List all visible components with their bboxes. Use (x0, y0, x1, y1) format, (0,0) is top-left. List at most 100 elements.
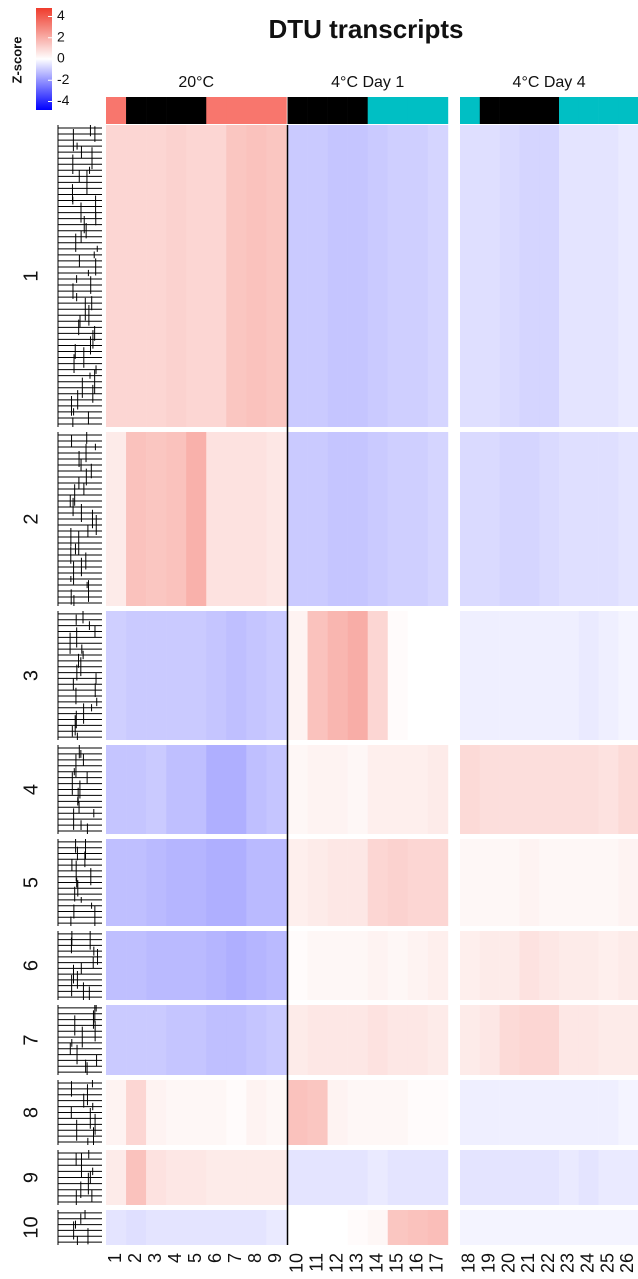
heatmap-cell (126, 1005, 147, 1075)
heatmap-cell (427, 839, 449, 926)
heatmap-cell (479, 1005, 500, 1075)
heatmap-cell (578, 432, 599, 606)
annotation-cell (246, 97, 267, 124)
annotation-cell (598, 97, 619, 124)
heatmap-cell (266, 432, 287, 606)
colorbar-tick-label: -2 (57, 71, 70, 87)
colorbar-tick-label: -4 (57, 92, 70, 108)
heatmap-cell (460, 611, 481, 740)
colorbar-tick-label: 0 (57, 50, 65, 66)
heatmap-cell (146, 125, 167, 427)
heatmap-cell (539, 1080, 560, 1145)
row-label: 4 (20, 784, 42, 795)
heatmap-cell (206, 1150, 227, 1205)
heatmap-cell (598, 1005, 619, 1075)
heatmap-cell (226, 125, 247, 427)
heatmap-cell (367, 1210, 389, 1245)
heatmap-cell (327, 931, 348, 1000)
heatmap-cell (479, 432, 500, 606)
heatmap-cell (106, 745, 127, 834)
heatmap-cell (460, 1005, 481, 1075)
annotation-cell (146, 97, 167, 124)
heatmap-cell (106, 1005, 127, 1075)
heatmap-cell (598, 931, 619, 1000)
row-label: 1 (20, 270, 42, 281)
annotation-cell (499, 97, 520, 124)
heatmap-cell (186, 1080, 207, 1145)
heatmap-cell (367, 611, 389, 740)
annotation-cell (226, 97, 247, 124)
heatmap-cell (499, 1080, 520, 1145)
heatmap-cell (186, 1005, 207, 1075)
annotation-cell (266, 97, 287, 124)
heatmap-cell (206, 1005, 227, 1075)
column-label: 26 (617, 1253, 637, 1273)
heatmap-cell (226, 1080, 247, 1145)
column-label: 22 (538, 1253, 558, 1273)
heatmap-cell (106, 839, 127, 926)
heatmap-cell (226, 611, 247, 740)
heatmap-cell (367, 1080, 389, 1145)
heatmap-cell (460, 1150, 481, 1205)
heatmap-cell (327, 1150, 348, 1205)
column-label: 3 (145, 1253, 165, 1263)
heatmap-cell (598, 432, 619, 606)
heatmap-cell (499, 931, 520, 1000)
heatmap-cell (106, 1080, 127, 1145)
heatmap-cell (387, 432, 409, 606)
heatmap-cell (126, 1080, 147, 1145)
heatmap-cell (126, 611, 147, 740)
heatmap-cell (307, 745, 328, 834)
heatmap-cell (246, 1150, 267, 1205)
annotation-cell (519, 97, 540, 124)
heatmap-cell (367, 125, 389, 427)
heatmap-cell (460, 931, 481, 1000)
heatmap-cell (479, 1210, 500, 1245)
heatmap-cell (246, 1005, 267, 1075)
heatmap-cell (519, 839, 540, 926)
heatmap-cell (387, 1150, 409, 1205)
heatmap-cell (226, 839, 247, 926)
heatmap-cell (166, 839, 187, 926)
annotation-cell (460, 97, 481, 124)
annotation-cell (427, 97, 449, 124)
column-label: 20 (498, 1253, 518, 1273)
heatmap-cell (460, 745, 481, 834)
heatmap-cell (347, 125, 368, 427)
heatmap-cell (327, 745, 348, 834)
heatmap-cell (266, 931, 287, 1000)
heatmap-cell (146, 1150, 167, 1205)
heatmap-cell (559, 839, 580, 926)
heatmap-cell (407, 1080, 429, 1145)
heatmap-cell (407, 1210, 429, 1245)
heatmap-cell (559, 931, 580, 1000)
heatmap-cell (499, 432, 520, 606)
heatmap-cell (598, 1080, 619, 1145)
heatmap-cell (427, 125, 449, 427)
column-label: 10 (286, 1253, 306, 1273)
heatmap-cell (266, 611, 287, 740)
heatmap-cell (387, 931, 409, 1000)
heatmap-cell (166, 1005, 187, 1075)
heatmap-cell (578, 1005, 599, 1075)
heatmap-cell (559, 432, 580, 606)
row-label: 2 (20, 513, 42, 524)
heatmap-cell (287, 931, 308, 1000)
heatmap-cell (407, 745, 429, 834)
column-label: 11 (306, 1253, 326, 1272)
heatmap-cell (519, 432, 540, 606)
heatmap-cell (559, 1210, 580, 1245)
heatmap-cell (327, 1210, 348, 1245)
heatmap-cell (126, 432, 147, 606)
heatmap-cell (347, 1080, 368, 1145)
chart-title: DTU transcripts (268, 14, 463, 44)
dendrogram (57, 839, 102, 926)
heatmap-cell (327, 839, 348, 926)
heatmap-cell (367, 839, 389, 926)
group-label: 20°C (178, 74, 214, 91)
heatmap-cell (266, 1150, 287, 1205)
heatmap-cell (427, 931, 449, 1000)
heatmap-cell (427, 611, 449, 740)
heatmap-cell (307, 1005, 328, 1075)
dendrogram (57, 1210, 102, 1245)
